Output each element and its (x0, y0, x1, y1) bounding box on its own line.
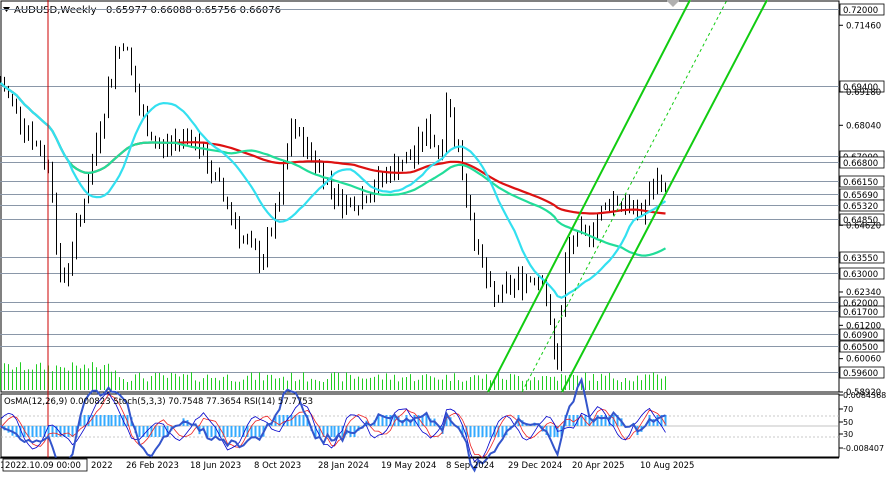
level-label: 0.69400 (843, 83, 878, 93)
level-box (839, 305, 885, 318)
crosshair-time-box (2, 458, 88, 472)
price-tick-label: 0.64620 (846, 221, 881, 231)
level-box (839, 267, 885, 280)
level-label: 0.63550 (843, 254, 878, 264)
level-box (839, 213, 885, 226)
time-label: 20 Apr 2025 (572, 461, 625, 471)
time-label: 10 Aug 2025 (640, 461, 694, 471)
support-resistance-levels (0, 9, 839, 373)
chart-shift-marker-icon[interactable] (666, 0, 680, 7)
sub-tick-label: 70 (843, 405, 853, 414)
subwindow-indicator-label: OsMA(12,26,9) 0.000823 Stoch(5,3,3) 70.7… (4, 397, 313, 407)
channel-upper-line[interactable] (487, 0, 691, 393)
price-tick-label: 0.62340 (846, 288, 881, 298)
level-label: 0.60900 (843, 331, 878, 341)
time-label: 29 Dec 2024 (508, 461, 562, 471)
time-label: 2022.10.09 00:00 (5, 461, 81, 471)
sub-tick-label: 50 (843, 418, 853, 427)
price-axis-levels: 0.720000.694000.670000.668000.661500.656… (839, 3, 885, 379)
price-axis-ticks: 0.71460 0.69180 0.68040 0.64620 0.62340 0.612… (839, 21, 881, 398)
moving-averages (0, 82, 667, 299)
level-label: 0.66800 (843, 159, 878, 169)
time-label: 28 Jan 2024 (318, 461, 369, 471)
channel-median-line[interactable] (521, 0, 728, 393)
price-tick-label: 0.71460 (846, 21, 881, 31)
level-box (839, 3, 885, 16)
price-tick-label: 0.68040 (846, 121, 881, 131)
level-box (839, 80, 885, 93)
level-box (839, 156, 885, 169)
time-label: 26 Feb 2023 (126, 461, 179, 471)
channel-lower-line[interactable] (561, 0, 768, 393)
level-label: 0.65320 (843, 202, 878, 212)
subwindow-axis-ticks: 0.0084368 70 50 30 -0.008407 (839, 391, 886, 453)
level-label: 0.60500 (843, 343, 878, 353)
level-box (839, 328, 885, 341)
ohlc-readout: 0.65977 0.66088 0.65756 0.66076 (106, 5, 281, 16)
level-label: 0.63000 (843, 270, 878, 280)
price-tick-label: 0.69180 (846, 88, 881, 98)
time-label: 19 May 2024 (381, 461, 436, 471)
level-box (839, 199, 885, 212)
ma-mid-line (0, 82, 667, 257)
level-label: 0.62000 (843, 299, 878, 309)
level-label: 0.72000 (843, 6, 878, 16)
symbol-label: AUDUSD,Weekly (14, 5, 97, 16)
price-tick-label: 0.61200 (846, 321, 881, 331)
stoch-main-line (0, 391, 666, 463)
level-box (839, 251, 885, 264)
trend-channel (487, 0, 768, 393)
time-label: 8 Oct 2023 (254, 461, 301, 471)
price-tick-label: 0.60060 (846, 355, 881, 365)
level-label: 0.65690 (843, 191, 878, 201)
main-plot-area[interactable] (0, 0, 840, 393)
time-label: 8 Sep 2024 (446, 461, 494, 471)
price-tick-label: 0.58920 (846, 388, 881, 398)
level-box (839, 340, 885, 353)
ma-fast-line (0, 82, 667, 299)
level-label: 0.61700 (843, 308, 878, 318)
sub-tick-label: 30 (843, 430, 853, 439)
level-label: 0.59600 (843, 369, 878, 379)
time-label: 2022 (91, 461, 113, 471)
time-label: 18 Jun 2023 (190, 461, 241, 471)
level-label: 0.66150 (843, 178, 878, 188)
rsi-line (0, 376, 666, 473)
sub-tick-label: 0.0084368 (843, 391, 886, 400)
level-box (839, 366, 885, 379)
oscillator-subwindow (0, 376, 839, 473)
sub-tick-label: -0.008407 (843, 444, 884, 453)
level-label: 0.64850 (843, 216, 878, 226)
level-box (839, 175, 885, 188)
